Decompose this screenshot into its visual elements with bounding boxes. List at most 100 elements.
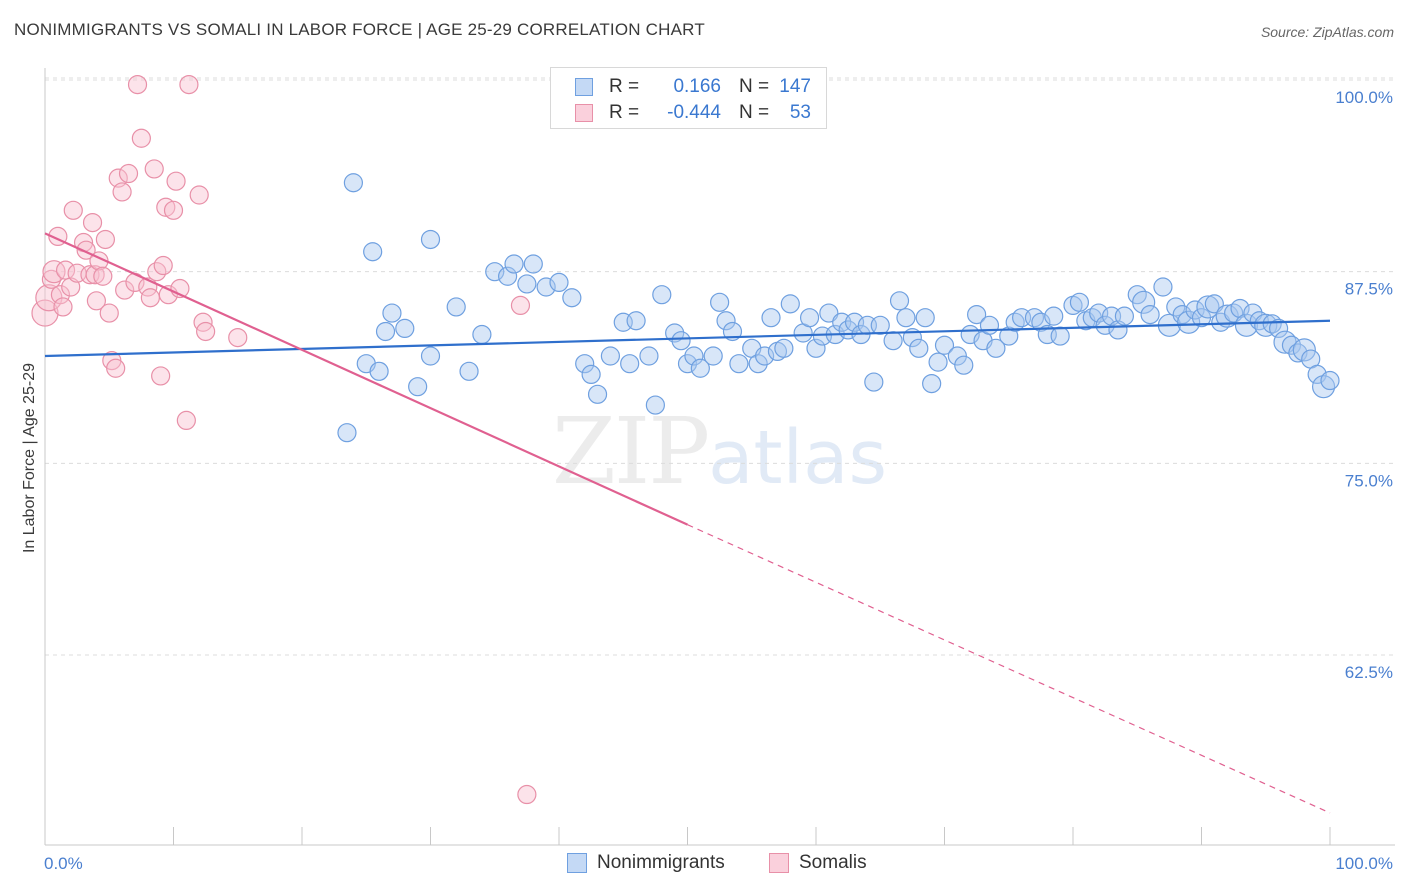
nonimmigrants-point: [472, 324, 492, 345]
nonimmigrants-points: [337, 173, 1340, 443]
somalis-point: [517, 784, 537, 805]
somalis-point: [86, 291, 107, 311]
chart-title: NONIMMIGRANTS VS SOMALI IN LABOR FORCE |…: [14, 20, 705, 39]
nonimmigrants-point: [395, 318, 415, 338]
somalis-point: [112, 182, 132, 202]
nonimmigrants-point: [1153, 277, 1173, 297]
legend-label-nonimmigrants: Nonimmigrants: [597, 852, 725, 873]
nonimmigrants-point: [517, 274, 537, 294]
nonimmigrants-point: [420, 229, 441, 250]
nonimmigrants-point: [1320, 370, 1340, 391]
somalis-point: [176, 410, 196, 430]
nonimmigrants-point: [677, 354, 698, 374]
legend-r-label: R =: [609, 76, 640, 97]
nonimmigrants-trend-line: [44, 319, 1331, 358]
somalis-point: [151, 366, 171, 386]
nonimmigrants-point: [967, 305, 987, 325]
somalis-point: [50, 285, 71, 305]
nonimmigrants-point: [575, 354, 595, 374]
nonimmigrants-point: [1166, 297, 1186, 317]
tick-labels: 100.0% 87.5% 75.0% 62.5% 0.0% 100.0%: [44, 88, 1393, 873]
grid-lines: [45, 77, 1395, 656]
nonimmigrants-point: [408, 377, 428, 397]
nonimmigrants-point: [915, 308, 935, 328]
nonimmigrants-point: [896, 308, 916, 328]
nonimmigrants-point: [864, 372, 884, 392]
legend-row-nonimmigrants: R = 0.166 N = 147: [575, 75, 811, 99]
somalis-point: [163, 200, 184, 220]
nonimmigrants-point: [1050, 326, 1070, 346]
legend-swatch-nonimmigrants: [575, 78, 593, 96]
nonimmigrants-point: [870, 315, 890, 335]
nonimmigrants-point: [1254, 313, 1278, 337]
nonimmigrants-point: [889, 291, 910, 311]
somalis-point: [93, 266, 113, 286]
nonimmigrants-point: [1044, 306, 1064, 326]
nonimmigrants-point: [581, 364, 601, 384]
nonimmigrants-point: [600, 346, 621, 366]
nonimmigrants-point: [639, 346, 659, 366]
nonimmigrants-point: [652, 285, 672, 305]
legend-swatch-nonimmigrants: [567, 853, 587, 873]
source-label: Source: ZipAtlas.com: [1260, 24, 1394, 40]
nonimmigrants-point: [420, 346, 441, 366]
nonimmigrants-point: [523, 254, 543, 274]
legend-r-value: 0.166: [673, 76, 721, 97]
nonimmigrants-point: [1230, 298, 1250, 319]
nonimmigrants-point: [799, 308, 820, 328]
axes: [44, 68, 1395, 846]
nonimmigrants-point: [562, 288, 582, 308]
nonimmigrants-point: [703, 346, 723, 366]
nonimmigrants-point: [754, 346, 775, 366]
somalis-point: [82, 213, 103, 233]
x-tick-label: 0.0%: [44, 854, 83, 873]
somalis-point: [166, 171, 186, 191]
nonimmigrants-point: [1069, 292, 1090, 312]
somalis-point: [156, 197, 176, 217]
nonimmigrants-point: [620, 354, 640, 374]
y-tick-label: 87.5%: [1345, 280, 1393, 299]
somalis-point: [99, 303, 119, 323]
nonimmigrants-point: [1268, 318, 1289, 338]
somalis-point: [131, 128, 151, 148]
somalis-point: [95, 229, 115, 250]
somalis-point: [106, 358, 126, 378]
nonimmigrants-point: [883, 331, 903, 351]
y-tick-label: 75.0%: [1345, 471, 1393, 490]
trend-lines: [44, 232, 1331, 814]
legend-n-label: N =: [739, 76, 770, 97]
somalis-points: [31, 74, 537, 805]
somalis-point: [115, 280, 135, 300]
nonimmigrants-point: [1132, 290, 1156, 314]
nonimmigrants-point: [690, 358, 710, 378]
nonimmigrants-point: [1177, 310, 1201, 334]
nonimmigrants-point: [774, 338, 794, 358]
nonimmigrants-point: [986, 338, 1006, 358]
x-tick-label: 100.0%: [1335, 854, 1393, 873]
legend-row-somalis: R = -0.444 N = 53: [575, 101, 811, 125]
nonimmigrants-point: [645, 395, 665, 415]
y-tick-label: 100.0%: [1335, 88, 1393, 107]
legend-r-value: -0.444: [667, 102, 721, 123]
nonimmigrants-point: [1234, 313, 1259, 337]
nonimmigrants-point: [922, 374, 942, 394]
somalis-point: [118, 163, 139, 184]
somalis-point: [228, 328, 248, 348]
nonimmigrants-point: [806, 338, 826, 358]
nonimmigrants-point: [1292, 338, 1316, 362]
nonimmigrants-point: [498, 266, 518, 286]
somalis-point: [63, 200, 83, 220]
watermark: ZIPatlas: [552, 398, 887, 505]
nonimmigrants-point: [729, 354, 749, 374]
somalis-point: [140, 288, 160, 308]
nonimmigrants-point: [928, 352, 948, 372]
nonimmigrants-point: [549, 272, 569, 292]
legend-n-value: 147: [779, 76, 811, 97]
legend-item-somalis: Somalis: [769, 852, 867, 874]
watermark-atlas: atlas: [708, 415, 887, 501]
somalis-point: [510, 295, 531, 315]
legend-swatch-somalis: [575, 104, 593, 122]
legend-r-label: R =: [609, 102, 640, 123]
legend-swatch-somalis: [769, 853, 789, 873]
